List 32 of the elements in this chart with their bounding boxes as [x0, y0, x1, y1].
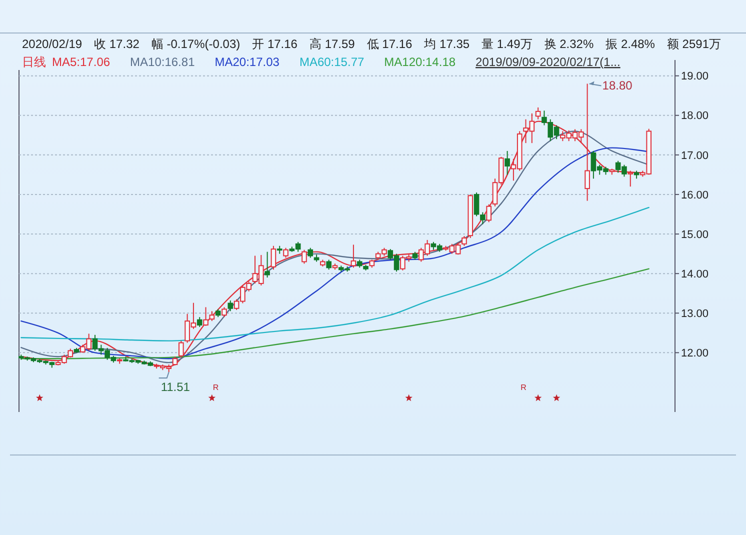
y-tick-label: 15.00	[681, 228, 709, 241]
y-tick-label: 12.00	[681, 348, 709, 360]
text: MA5:17.06	[52, 55, 110, 69]
text: 换 2.32%	[544, 37, 594, 51]
text: 开 17.16	[252, 37, 298, 51]
annotation: 11.51	[160, 380, 190, 394]
annotation: R	[212, 383, 219, 392]
text: 均 17.35	[423, 37, 470, 51]
chart-title: 2020/02/19	[22, 37, 82, 51]
text: 量 1.49万	[482, 37, 532, 51]
y-tick-label: 13.00	[681, 308, 709, 320]
text: MA10:16.81	[130, 55, 196, 69]
y-tick-label: 18.00	[681, 110, 709, 122]
text: 额 2591万	[666, 37, 722, 51]
text: MA120:14.18	[384, 55, 456, 69]
annotation: 2019/09/09-2020/02/17(1...	[476, 55, 620, 69]
chart-subtitle: 日线	[22, 55, 46, 69]
text: 幅 -0.17%(-0.03)	[151, 37, 240, 51]
text: MA60:15.77	[299, 55, 364, 69]
line-series	[20, 268, 650, 360]
annotation: 18.80	[602, 78, 633, 93]
candlestick	[504, 150, 510, 176]
text: 低 17.16	[366, 37, 413, 51]
y-tick-label: 17.00	[681, 150, 709, 162]
y-tick-label: 16.00	[681, 189, 709, 202]
annotation: R	[520, 383, 527, 392]
y-tick-label: 14.00	[681, 268, 709, 280]
text: 收 17.32	[94, 37, 140, 51]
text: MA20:17.03	[214, 55, 280, 69]
y-tick-label: 19.00	[681, 70, 709, 83]
text: 振 2.48%	[606, 37, 656, 51]
text: 高 17.59	[309, 37, 356, 51]
